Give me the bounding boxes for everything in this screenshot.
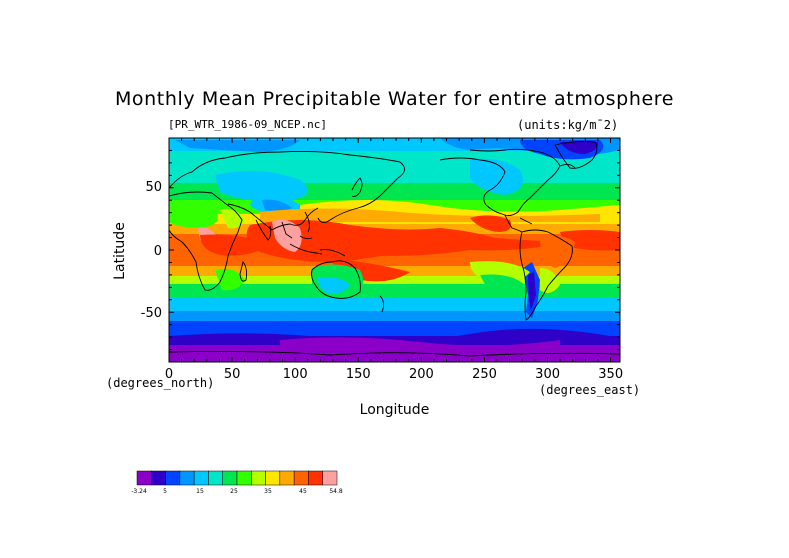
x-tick-label: 50 [224,367,241,382]
colorbar-label: 25 [230,488,238,495]
x-tick-label: 150 [346,367,371,382]
x-tick-label: 350 [598,367,623,382]
colorbar-swatch [151,470,166,486]
colorbar-label: 15 [196,488,204,495]
colorbar-swatch [236,470,252,486]
colorbar-label: 54.8 [329,488,343,495]
x-axis-ticks [168,138,612,362]
x-tick-label: 250 [472,367,497,382]
colorbar-swatch [179,470,195,486]
y-axis-units: (degrees_north) [106,376,215,390]
colorbar-swatch [322,470,338,486]
y-axis-ticks [169,137,620,363]
colorbar-swatch [251,470,266,486]
x-axis-label: Longitude [359,402,430,418]
colorbar-swatch [165,470,181,486]
x-tick-label: 0 [165,367,173,382]
colorbar-swatch [279,470,295,486]
colorbar-labels: -3.24 5 15 25 35 45 54.8 [131,488,343,495]
colorbar-swatch [308,470,323,486]
precipitable-water-field [169,138,620,362]
colorbar-swatch [293,470,309,486]
source-label: [PR_WTR_1986-09_NCEP.nc] [168,118,327,131]
colorbar [136,470,338,486]
x-tick-label: 100 [283,367,308,382]
colorbar-swatch [136,470,152,486]
y-tick-label: 50 [145,180,162,195]
chart-title: Monthly Mean Precipitable Water for enti… [114,88,675,110]
x-axis-units: (degrees_east) [539,383,641,397]
colorbar-label: 5 [163,488,167,495]
colorbar-label: 35 [264,488,272,495]
colorbar-swatch [193,470,209,486]
colorbar-swatch [208,470,223,486]
y-tick-labels: 50 0 -50 [141,180,162,321]
colorbar-label: 45 [299,488,307,495]
x-tick-label: 300 [535,367,560,382]
colorbar-label: -3.24 [131,488,147,495]
x-tick-labels: 0 50 100 150 200 250 300 350 [165,367,623,382]
coastlines [169,140,620,357]
colorbar-swatch [222,470,238,486]
y-tick-label: 0 [154,244,162,259]
units-label: (units:kg/m¯2) [517,118,619,132]
y-tick-label: -50 [141,306,162,321]
colorbar-swatch [265,470,281,486]
x-tick-label: 200 [409,367,434,382]
